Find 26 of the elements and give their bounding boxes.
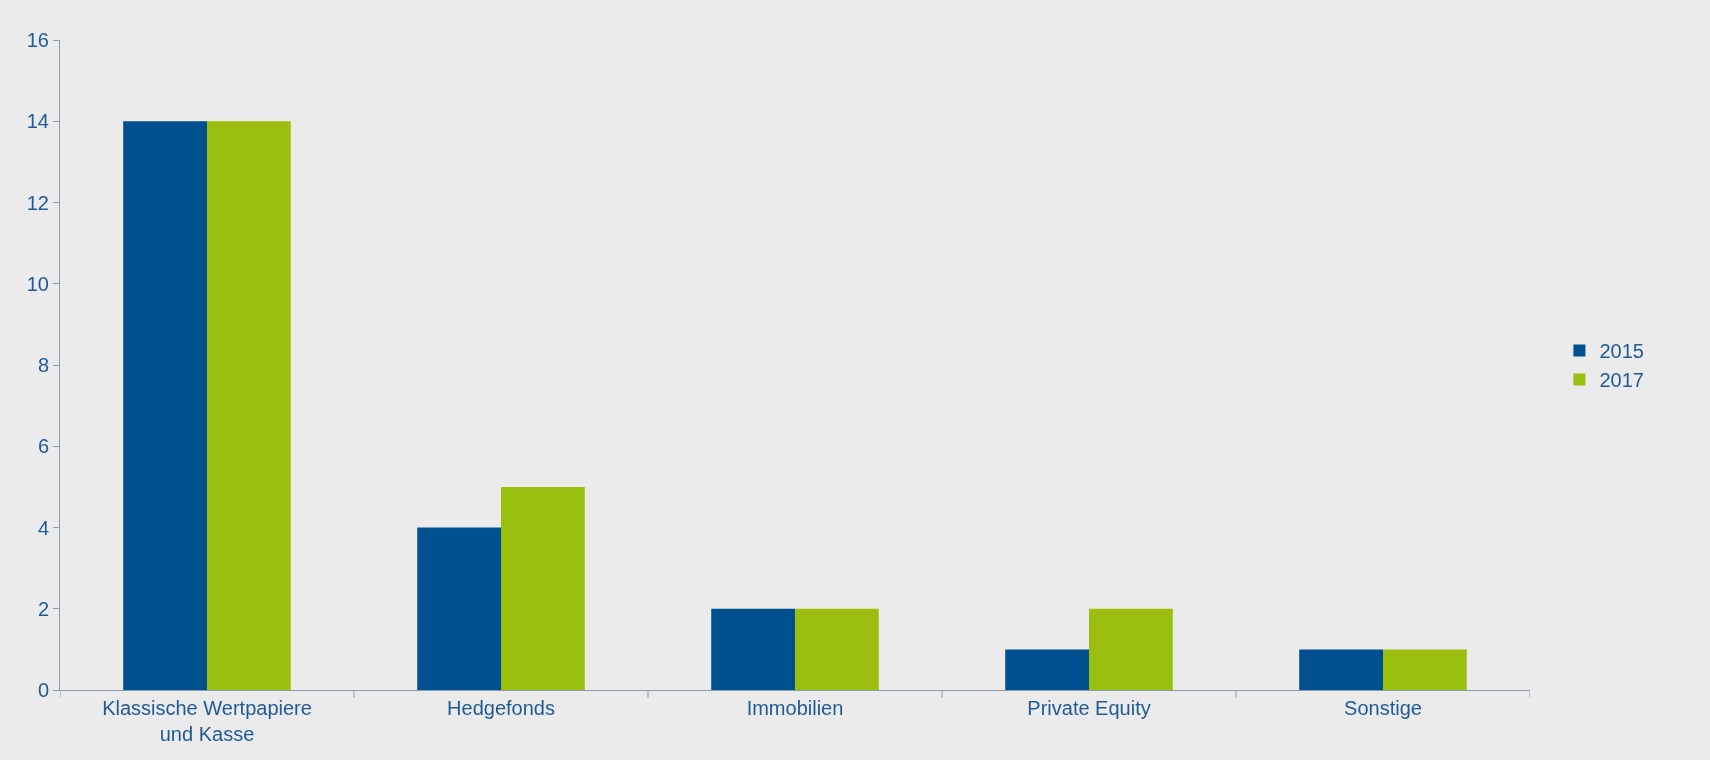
- bar: [123, 121, 207, 690]
- bar: [1383, 649, 1467, 690]
- x-tick-label: Hedgefonds: [447, 697, 555, 719]
- y-tick-label: 12: [26, 191, 49, 214]
- y-tick-label: 6: [37, 435, 49, 458]
- bar: [417, 527, 501, 690]
- legend-label: 2017: [1599, 369, 1644, 392]
- x-tick-label: Private Equity: [1027, 697, 1151, 719]
- bar: [795, 608, 879, 690]
- x-tick-label: Sonstige: [1344, 697, 1422, 719]
- bar: [1005, 649, 1089, 690]
- y-tick-label: 0: [37, 679, 49, 701]
- bar: [501, 486, 585, 690]
- x-tick-label: Immobilien: [746, 697, 844, 719]
- y-tick-label: 2: [37, 597, 49, 620]
- bar: [1089, 608, 1173, 690]
- y-tick-label: 16: [26, 29, 49, 51]
- x-tick-label: Klassische Wertpapiere und Kasse: [102, 697, 312, 745]
- bar: [207, 121, 291, 690]
- y-tick-label: 4: [37, 516, 49, 539]
- y-tick-label: 14: [26, 110, 49, 133]
- legend-label: 2015: [1599, 340, 1644, 363]
- bar: [711, 608, 795, 690]
- y-tick-label: 10: [26, 272, 49, 295]
- bar: [1299, 649, 1383, 690]
- y-tick-label: 8: [37, 354, 49, 376]
